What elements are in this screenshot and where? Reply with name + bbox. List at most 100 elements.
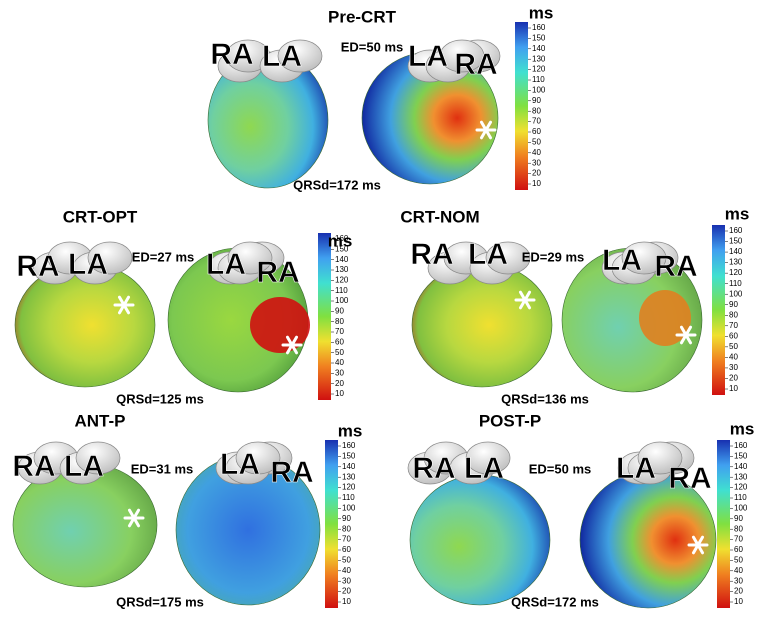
- colorbar-tick-label: 60: [532, 127, 541, 136]
- chamber-label: RA: [256, 256, 299, 289]
- colorbar-tick-label: 50: [734, 556, 743, 565]
- colorbar-tick-label: 30: [729, 363, 738, 372]
- colorbar-tick-label: 140: [342, 462, 356, 471]
- colorbar-tick-label: 140: [335, 255, 349, 264]
- colorbar-tick-label: 70: [729, 321, 738, 330]
- colorbar-tick-label: 110: [342, 493, 355, 502]
- chamber-label: LA: [408, 40, 448, 73]
- colorbar-tick-label: 10: [335, 389, 344, 398]
- colorbar-tick-label: 90: [729, 300, 738, 309]
- colorbar-tick-label: 50: [335, 348, 344, 357]
- colorbar-tick-label: 70: [335, 327, 344, 336]
- figure: RALALARAPre-CRTED=50 msQRSd=172 msms1601…: [0, 0, 771, 618]
- colorbar-unit: ms: [529, 3, 554, 22]
- colorbar: [325, 440, 338, 608]
- chamber-label: RA: [454, 48, 497, 81]
- colorbar-tick-label: 40: [729, 353, 738, 362]
- chamber-label: LA: [220, 448, 260, 481]
- colorbar-tick-label: 160: [342, 441, 356, 450]
- colorbar-tick-label: 150: [342, 452, 356, 461]
- colorbar-tick-label: 80: [342, 524, 351, 533]
- colorbar-tick-label: 160: [734, 441, 748, 450]
- colorbar-tick-label: 90: [342, 514, 351, 523]
- ed-value: ED=50 ms: [341, 39, 404, 54]
- colorbar-tick-label: 130: [335, 265, 349, 274]
- chamber-label: RA: [654, 250, 697, 283]
- colorbar-tick-label: 70: [532, 117, 541, 126]
- qrsd-value: QRSd=136 ms: [501, 391, 589, 406]
- colorbar: [717, 440, 730, 608]
- colorbar-tick-label: 120: [532, 65, 546, 74]
- colorbar-tick-label: 20: [734, 587, 743, 596]
- colorbar-tick-label: 20: [335, 379, 344, 388]
- colorbar-tick-label: 20: [729, 374, 738, 383]
- ed-value: ED=50 ms: [529, 461, 592, 476]
- colorbar-tick-label: 100: [734, 504, 748, 513]
- colorbar-tick-label: 10: [532, 179, 541, 188]
- colorbar-tick-label: 150: [729, 237, 743, 246]
- colorbar-tick-label: 50: [729, 342, 738, 351]
- colorbar-tick-label: 130: [532, 54, 546, 63]
- colorbar-tick-label: 110: [335, 286, 348, 295]
- colorbar-tick-label: 80: [734, 524, 743, 533]
- chamber-label: LA: [616, 452, 656, 485]
- chamber-label: RA: [412, 452, 455, 485]
- colorbar: [515, 22, 528, 190]
- colorbar-tick-label: 120: [734, 483, 748, 492]
- colorbar-tick-label: 130: [729, 258, 743, 267]
- colorbar-tick-label: 100: [342, 504, 356, 513]
- chamber-label: LA: [64, 450, 104, 483]
- colorbar-tick-label: 30: [734, 576, 743, 585]
- colorbar-tick-label: 100: [335, 296, 349, 305]
- chamber-label: RA: [210, 38, 253, 71]
- panel-title: ANT-P: [75, 411, 126, 430]
- chamber-label: LA: [262, 40, 302, 73]
- ed-value: ED=27 ms: [132, 249, 195, 264]
- colorbar-tick-label: 30: [532, 158, 541, 167]
- colorbar-tick-label: 10: [729, 384, 738, 393]
- colorbar-tick-label: 60: [729, 331, 738, 340]
- chamber-label: RA: [410, 238, 453, 271]
- colorbar-tick-label: 50: [532, 138, 541, 147]
- colorbar-tick-label: 40: [532, 148, 541, 157]
- colorbar-tick-label: 150: [734, 452, 748, 461]
- chamber-label: RA: [668, 462, 711, 495]
- colorbar-tick-label: 150: [335, 244, 349, 253]
- colorbar-tick-label: 70: [734, 535, 743, 544]
- chamber-label: RA: [12, 450, 55, 483]
- colorbar-tick-label: 90: [335, 306, 344, 315]
- colorbar-tick-label: 30: [335, 368, 344, 377]
- colorbar-tick-label: 90: [734, 514, 743, 523]
- colorbar-tick-label: 80: [532, 106, 541, 115]
- panel-title: Pre-CRT: [328, 7, 397, 26]
- colorbar-tick-label: 140: [734, 462, 748, 471]
- qrsd-value: QRSd=172 ms: [511, 594, 599, 609]
- colorbar-tick-label: 120: [342, 483, 356, 492]
- colorbar-tick-label: 10: [734, 597, 743, 606]
- chamber-label: LA: [602, 244, 642, 277]
- ed-value: ED=31 ms: [131, 461, 194, 476]
- colorbar-tick-label: 40: [734, 566, 743, 575]
- colorbar-tick-label: 160: [532, 23, 546, 32]
- colorbar-tick-label: 100: [729, 289, 743, 298]
- colorbar: [712, 225, 725, 395]
- chamber-label: LA: [68, 248, 108, 281]
- colorbar-tick-label: 80: [335, 317, 344, 326]
- panel-title: POST-P: [479, 411, 541, 430]
- colorbar-tick-label: 90: [532, 96, 541, 105]
- colorbar-tick-label: 120: [335, 275, 349, 284]
- colorbar-tick-label: 130: [734, 472, 748, 481]
- chamber-label: LA: [468, 238, 508, 271]
- colorbar-tick-label: 150: [532, 34, 546, 43]
- colorbar-tick-label: 60: [734, 545, 743, 554]
- colorbar-unit: ms: [338, 421, 363, 440]
- colorbar-tick-label: 40: [335, 358, 344, 367]
- colorbar-tick-label: 130: [342, 472, 356, 481]
- colorbar-tick-label: 80: [729, 310, 738, 319]
- colorbar-unit: ms: [725, 204, 750, 223]
- colorbar-tick-label: 100: [532, 86, 546, 95]
- panel: RALALARAPOST-PED=50 msQRSd=172 msms16015…: [408, 411, 754, 609]
- colorbar-tick-label: 140: [729, 247, 743, 256]
